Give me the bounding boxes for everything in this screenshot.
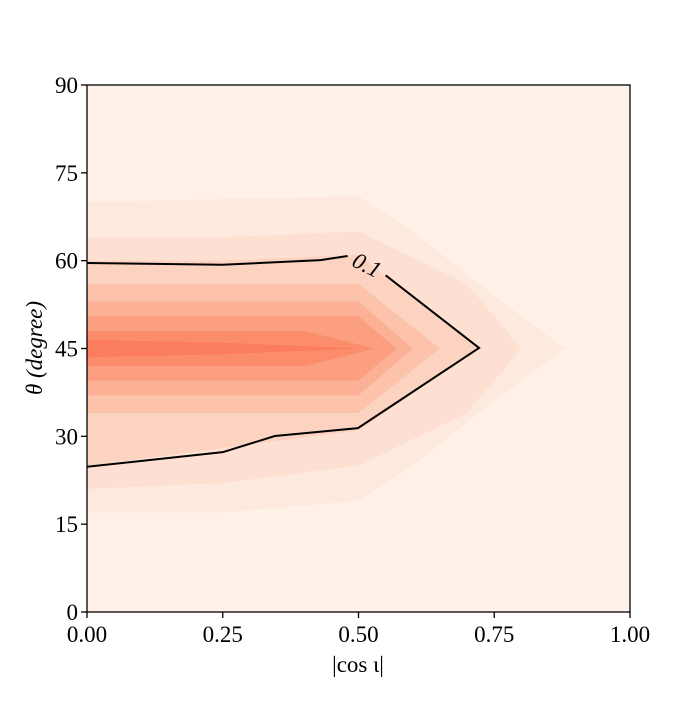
x-tick-label: 0.25 [203,622,243,647]
y-tick-label: 60 [55,249,78,274]
x-tick-label: 0.00 [67,622,107,647]
filled-contour [87,339,359,358]
y-tick-label: 90 [55,73,78,98]
y-axis-label: θ (degree) [22,301,47,395]
x-tick-label: 0.50 [338,622,378,647]
y-tick-label: 30 [55,424,78,449]
x-tick-label: 1.00 [610,622,650,647]
x-axis-label: |cos ι| [332,652,384,677]
x-tick-label: 0.75 [474,622,514,647]
y-tick-label: 45 [55,337,78,362]
y-tick-label: 75 [55,161,78,186]
contour-line [86,254,481,468]
y-tick-label: 15 [55,512,78,537]
y-tick-label: 0 [67,600,79,625]
